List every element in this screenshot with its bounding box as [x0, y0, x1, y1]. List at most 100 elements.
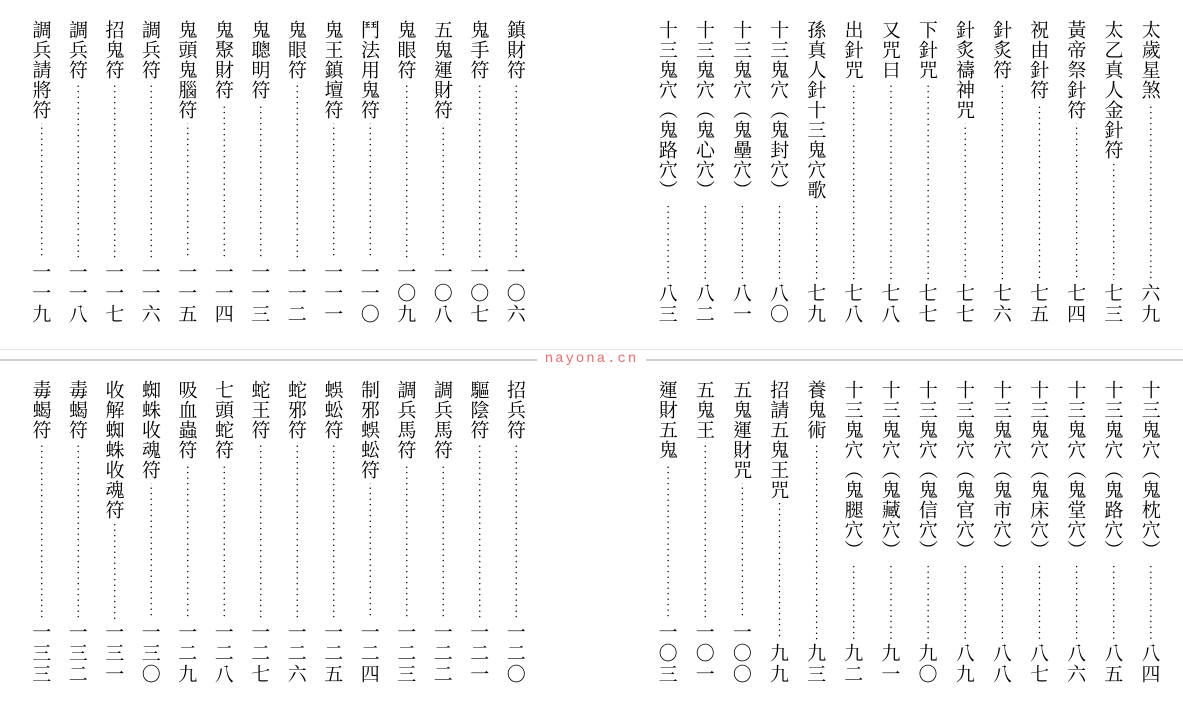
toc-leader: ：：：：：：：：：：：：：：：：：：：：：：：：：：：：：：：：：：：：：：：： — [109, 83, 120, 259]
toc-entry-page: 一二五 — [323, 622, 343, 685]
toc-leader: ：：：：：：：：：：：：：：：：：：：：：：：：：：：：：：：：：：：：：：：： — [1145, 563, 1156, 640]
toc-entry: 運財五鬼：：：：：：：：：：：：：：：：：：：：：：：：：：：：：：：：：：：：… — [649, 380, 686, 685]
toc-leader: ：：：：：：：：：：：：：：：：：：：：：：：：：：：：：：：：：：：：：：：： — [774, 503, 785, 640]
toc-entry-title: 鬥法用鬼符 — [359, 20, 380, 120]
toc-leader: ：：：：：：：：：：：：：：：：：：：：：：：：：：：：：：：：：：：：：：：： — [922, 563, 933, 640]
toc-leader: ：：：：：：：：：：：：：：：：：：：：：：：：：：：：：：：：：：：：：：：： — [510, 443, 521, 619]
toc-entry: 十三鬼穴（鬼信穴） ：：：：：：：：：：：：：：：：：：：：：：：：：：：：：：：… — [909, 380, 946, 685]
toc-entry-title: 針炙禱神咒 — [954, 20, 975, 120]
toc-entry-title: 十三鬼穴（鬼枕穴） — [1140, 380, 1161, 560]
toc-leader: ：：：：：：：：：：：：：：：：：：：：：：：：：：：：：：：：：：：：：：：： — [1071, 123, 1082, 280]
toc-upper: 鎮財符：：：：：：：：：：：：：：：：：：：：：：：：：：：：：：：：：：：：：… — [0, 0, 1183, 360]
toc-entry-title: 毒蝎符 — [31, 380, 52, 440]
toc-entry-title: 十三鬼穴（鬼壘穴） — [732, 20, 753, 200]
toc-entry-title: 招請五鬼王咒 — [769, 380, 790, 500]
toc-entry-title: 鬼王鎮壇符 — [323, 20, 344, 120]
toc-entry-title: 孫真人針十三鬼穴歌 — [806, 20, 827, 200]
toc-entry-page: 一〇〇 — [732, 622, 752, 685]
toc-entry-title: 驅陰符 — [469, 380, 490, 440]
toc-leader: ：：：：：：：：：：：：：：：：：：：：：：：：：：：：：：：：：：：：：：：： — [109, 523, 120, 619]
toc-entry-page: 一二三 — [396, 622, 416, 685]
toc-entry-title: 鬼聚財符 — [213, 20, 234, 100]
toc-entry-page: 一二四 — [360, 622, 380, 685]
toc-entry: 黃帝祭針符：：：：：：：：：：：：：：：：：：：：：：：：：：：：：：：：：：：… — [1058, 20, 1095, 325]
toc-leader: ：：：：：：：：：：：：：：：：：：：：：：：：：：：：：：：：：：：：：：：： — [1108, 563, 1119, 640]
toc-leader: ：：：：：：：：：：：：：：：：：：：：：：：：：：：：：：：：：：：：：：：： — [474, 83, 485, 259]
toc-entry-page: 八〇 — [769, 283, 789, 325]
toc-entry: 針炙禱神咒：：：：：：：：：：：：：：：：：：：：：：：：：：：：：：：：：：：… — [946, 20, 983, 325]
toc-entry-page: 七五 — [1029, 283, 1049, 325]
toc-upper-right: 太歲星煞：：：：：：：：：：：：：：：：：：：：：：：：：：：：：：：：：：：：… — [649, 20, 1169, 352]
toc-entry: 祝由針符：：：：：：：：：：：：：：：：：：：：：：：：：：：：：：：：：：：：… — [1020, 20, 1057, 325]
toc-leader: ：：：：：：：：：：：：：：：：：：：：：：：：：：：：：：：：：：：：：：：： — [328, 123, 339, 259]
toc-leader: ：：：：：：：：：：：：：：：：：：：：：：：：：：：：：：：：：：：：：：：： — [72, 83, 83, 259]
toc-entry: 驅陰符：：：：：：：：：：：：：：：：：：：：：：：：：：：：：：：：：：：：：… — [461, 380, 498, 685]
toc-entry-page: 七七 — [955, 283, 975, 325]
toc-leader: ：：：：：：：：：：：：：：：：：：：：：：：：：：：：：：：：：：：：：：：： — [1071, 563, 1082, 640]
toc-leader: ：：：：：：：：：：：：：：：：：：：：：：：：：：：：：：：：：：：：：：：： — [848, 83, 859, 280]
toc-entry-page: 八六 — [1066, 643, 1086, 685]
toc-entry: 鬼眼符：：：：：：：：：：：：：：：：：：：：：：：：：：：：：：：：：：：：：… — [388, 20, 425, 325]
toc-entry-title: 十三鬼穴（鬼堂穴） — [1066, 380, 1087, 560]
toc-entry-page: 七九 — [806, 283, 826, 325]
toc-entry-page: 七四 — [1066, 283, 1086, 325]
toc-entry-page: 七六 — [992, 283, 1012, 325]
toc-entry-page: 一一九 — [31, 262, 51, 325]
toc-leader: ：：：：：：：：：：：：：：：：：：：：：：：：：：：：：：：：：：：：：：：： — [255, 103, 266, 259]
toc-entry: 十三鬼穴（鬼床穴）：：：：：：：：：：：：：：：：：：：：：：：：：：：：：：：… — [1020, 380, 1057, 685]
toc-entry: 五鬼運財咒：：：：：：：：：：：：：：：：：：：：：：：：：：：：：：：：：：：… — [723, 380, 760, 685]
toc-entry-page: 七八 — [843, 283, 863, 325]
toc-leader: ：：：：：：：：：：：：：：：：：：：：：：：：：：：：：：：：：：：：：：：： — [182, 463, 193, 619]
toc-entry-title: 調兵請將符 — [31, 20, 52, 120]
toc-entry: 出針咒：：：：：：：：：：：：：：：：：：：：：：：：：：：：：：：：：：：：：… — [835, 20, 872, 325]
page-fold — [547, 380, 637, 712]
toc-leader: ：：：：：：：：：：：：：：：：：：：：：：：：：：：：：：：：：：：：：：：： — [364, 123, 375, 259]
toc-entry-title: 蜘蛛收魂符 — [140, 380, 161, 480]
toc-leader: ：：：：：：：：：：：：：：：：：：：：：：：：：：：：：：：：：：：：：：：： — [72, 443, 83, 619]
toc-entry: 十三鬼穴（鬼心穴） ：：：：：：：：：：：：：：：：：：：：：：：：：：：：：：：… — [686, 20, 723, 325]
toc-leader: ：：：：：：：：：：：：：：：：：：：：：：：：：：：：：：：：：：：：：：：： — [510, 83, 521, 259]
toc-entry-page: 一〇九 — [396, 262, 416, 325]
toc-entry: 孫真人針十三鬼穴歌：：：：：：：：：：：：：：：：：：：：：：：：：：：：：：：… — [798, 20, 835, 325]
toc-entry: 鎮財符：：：：：：：：：：：：：：：：：：：：：：：：：：：：：：：：：：：：：… — [498, 20, 535, 325]
toc-leader: ：：：：：：：：：：：：：：：：：：：：：：：：：：：：：：：：：：：：：：：： — [36, 123, 47, 259]
toc-entry-page: 七八 — [880, 283, 900, 325]
toc-entry-page: 一三二 — [68, 622, 88, 685]
toc-entry: 招請五鬼王咒 ：：：：：：：：：：：：：：：：：：：：：：：：：：：：：：：：：：… — [760, 380, 797, 685]
toc-entry-title: 七頭蛇符 — [213, 380, 234, 460]
toc-entry-page: 一〇八 — [433, 262, 453, 325]
toc-entry-title: 鬼眼符 — [286, 20, 307, 80]
toc-leader: ：：：：：：：：：：：：：：：：：：：：：：：：：：：：：：：：：：：：：：：： — [1145, 103, 1156, 280]
toc-leader: ：：：：：：：：：：：：：：：：：：：：：：：：：：：：：：：：：：：：：：：： — [774, 203, 785, 280]
toc-entry-title: 十三鬼穴（鬼封穴） — [769, 20, 790, 200]
toc-entry-title: 十三鬼穴（鬼心穴） — [694, 20, 715, 200]
toc-entry-title: 招兵符 — [505, 380, 526, 440]
toc-entry: 調兵請將符 ：：：：：：：：：：：：：：：：：：：：：：：：：：：：：：：：：：：… — [23, 20, 60, 325]
toc-entry-page: 一一六 — [141, 262, 161, 325]
toc-lower: 招兵符 ：：：：：：：：：：：：：：：：：：：：：：：：：：：：：：：：：：：：：… — [0, 360, 1183, 720]
toc-leader: ：：：：：：：：：：：：：：：：：：：：：：：：：：：：：：：：：：：：：：：： — [699, 203, 710, 280]
toc-entry: 五鬼運財符：：：：：：：：：：：：：：：：：：：：：：：：：：：：：：：：：：：… — [425, 20, 462, 325]
toc-entry-page: 一二八 — [214, 622, 234, 685]
toc-entry-title: 鬼頭鬼腦符 — [177, 20, 198, 120]
toc-entry-title: 吸血蟲符 — [177, 380, 198, 460]
toc-entry-title: 十三鬼穴（鬼信穴） — [917, 380, 938, 560]
toc-entry-title: 調兵符 — [67, 20, 88, 80]
toc-entry-title: 十三鬼穴（鬼路穴） — [657, 20, 678, 200]
toc-entry-page: 八三 — [658, 283, 678, 325]
toc-leader: ：：：：：：：：：：：：：：：：：：：：：：：：：：：：：：：：：：：：：：：： — [328, 443, 339, 619]
toc-entry-title: 運財五鬼 — [657, 380, 678, 460]
toc-entry-page: 七三 — [1103, 283, 1123, 325]
toc-entry-title: 十三鬼穴（鬼床穴） — [1029, 380, 1050, 560]
toc-entry-page: 一三三 — [31, 622, 51, 685]
toc-entry-page: 一一一 — [323, 262, 343, 325]
toc-leader: ：：：：：：：：：：：：：：：：：：：：：：：：：：：：：：：：：：：：：：：： — [885, 83, 896, 280]
toc-entry-page: 一〇三 — [658, 622, 678, 685]
toc-leader: ：：：：：：：：：：：：：：：：：：：：：：：：：：：：：：：：：：：：：：：： — [699, 443, 710, 619]
toc-entry: 毒蝎符：：：：：：：：：：：：：：：：：：：：：：：：：：：：：：：：：：：：：… — [23, 380, 60, 685]
toc-entry-page: 一〇七 — [469, 262, 489, 325]
toc-leader: ：：：：：：：：：：：：：：：：：：：：：：：：：：：：：：：：：：：：：：：： — [959, 563, 970, 640]
toc-entry-title: 十三鬼穴（鬼市穴） — [992, 380, 1013, 560]
toc-entry-title: 制邪蜈蚣符 — [359, 380, 380, 480]
toc-entry: 蛇王符：：：：：：：：：：：：：：：：：：：：：：：：：：：：：：：：：：：：：… — [242, 380, 279, 685]
